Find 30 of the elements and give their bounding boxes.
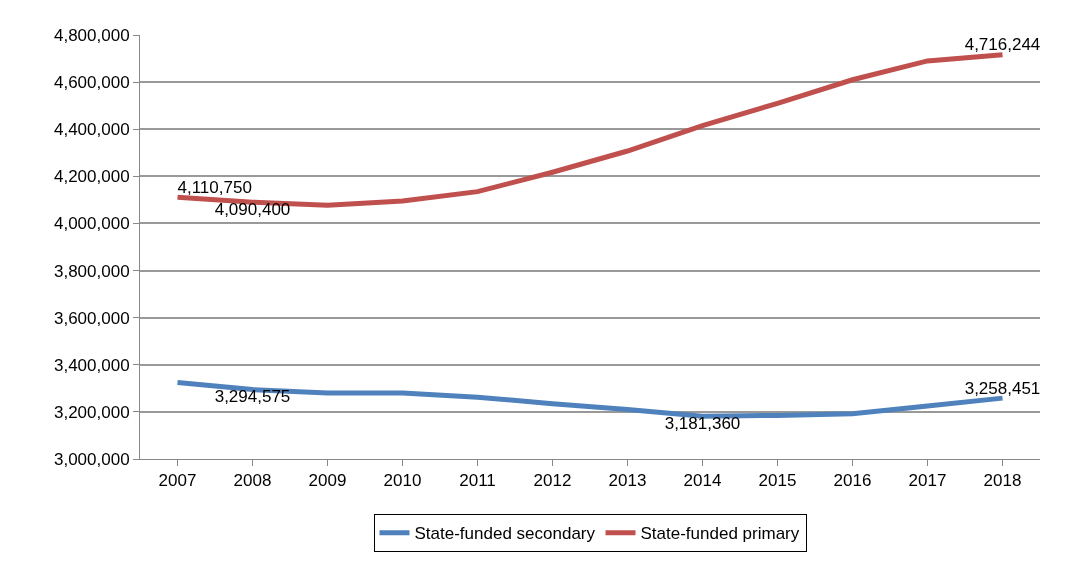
x-tick-label: 2008 [233,471,272,491]
legend-label: State-funded primary [640,524,800,544]
data-label: 3,294,575 [214,387,291,407]
x-tick-label: 2007 [158,471,197,491]
x-tick-label: 2011 [459,471,496,491]
x-tick-label: 2015 [758,471,797,491]
data-label: 4,110,750 [177,178,252,198]
y-tick-label: 4,200,000 [53,167,130,187]
x-tick-label: 2012 [533,471,572,491]
data-label: 3,181,360 [664,414,741,434]
y-tick-label: 4,600,000 [53,73,130,93]
y-tick-label: 3,800,000 [53,261,130,281]
y-tick-label: 4,400,000 [53,120,130,140]
y-tick-label: 3,000,000 [53,449,130,469]
x-tick-label: 2018 [983,471,1022,491]
x-tick-label: 2009 [308,471,347,491]
y-tick-label: 3,400,000 [53,355,130,375]
y-tick-label: 3,200,000 [53,402,130,422]
y-tick-label: 3,600,000 [53,308,130,328]
data-label: 4,090,400 [214,199,291,219]
legend-label: State-funded secondary [414,524,596,544]
x-tick-label: 2013 [608,471,647,491]
x-tick-label: 2016 [833,471,872,491]
y-tick-label: 4,000,000 [53,214,130,234]
data-label: 3,258,451 [964,378,1041,398]
x-tick-label: 2017 [908,471,947,491]
x-tick-label: 2010 [383,471,422,491]
y-tick-label: 4,800,000 [53,25,130,45]
x-tick-label: 2014 [683,471,722,491]
data-label: 4,716,244 [964,35,1041,55]
